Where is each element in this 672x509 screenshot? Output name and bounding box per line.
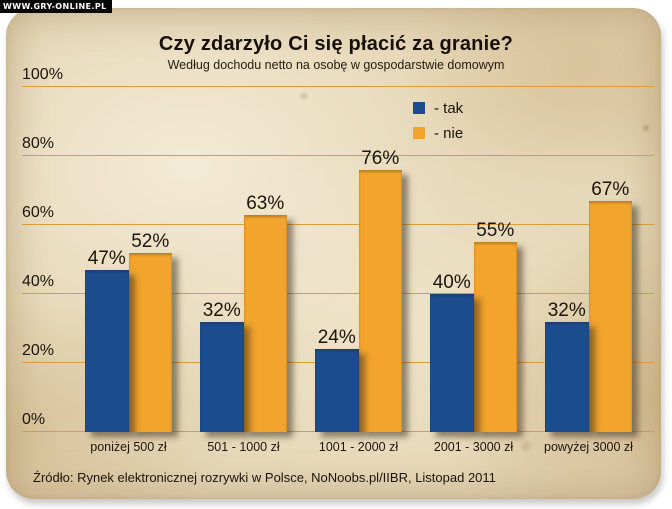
value-label: 47% bbox=[87, 247, 126, 269]
gridline bbox=[22, 155, 654, 156]
bar-group: 32% 67% bbox=[545, 180, 632, 432]
gridline bbox=[22, 224, 654, 225]
x-axis-category-label: 1001 - 2000 zł bbox=[318, 440, 399, 454]
x-axis-category-label: poniżej 500 zł bbox=[90, 440, 167, 454]
y-axis-tick-label: 80% bbox=[22, 135, 55, 152]
value-label: 76% bbox=[361, 147, 400, 169]
value-label: 32% bbox=[547, 299, 586, 321]
legend-label: - nie bbox=[434, 124, 464, 142]
value-label: 52% bbox=[131, 230, 170, 252]
plot-area: 0% 20% 40% 60% 80% 100% 47% 52% poniżej 500 zł 32… bbox=[22, 67, 654, 454]
gridline bbox=[22, 86, 654, 87]
bar-tak: 32% bbox=[200, 301, 244, 432]
x-axis-category-label: 501 - 1000 zł bbox=[207, 440, 280, 454]
legend-item: - tak bbox=[413, 99, 463, 117]
bar-group: 24% 76% bbox=[315, 149, 402, 432]
bar-tak: 32% bbox=[545, 301, 589, 432]
legend-item: - nie bbox=[413, 124, 463, 142]
value-label: 67% bbox=[591, 178, 630, 200]
gridline bbox=[22, 293, 654, 294]
y-axis-tick-label: 0% bbox=[22, 411, 46, 428]
legend: - tak - nie bbox=[413, 99, 463, 149]
y-axis-tick-label: 40% bbox=[22, 273, 55, 290]
y-axis-tick-label: 20% bbox=[22, 342, 55, 359]
watermark: WWW.GRY-ONLINE.PL bbox=[0, 0, 112, 13]
bar-group: 47% 52% bbox=[85, 232, 172, 432]
x-axis-category-label: 2001 - 3000 zł bbox=[433, 440, 514, 454]
value-label: 63% bbox=[246, 192, 285, 214]
bar-nie: 55% bbox=[473, 221, 517, 432]
bar-group: 40% 55% bbox=[430, 221, 517, 432]
value-label: 40% bbox=[432, 272, 471, 293]
bar-nie: 67% bbox=[588, 180, 632, 432]
bar-tak: 47% bbox=[85, 249, 129, 432]
value-label: 24% bbox=[317, 327, 356, 349]
chart-subtitle: Według dochodu netto na osobę w gospodar… bbox=[167, 58, 505, 72]
y-axis-tick-label: 60% bbox=[22, 204, 55, 221]
bar-nie: 76% bbox=[358, 149, 402, 432]
chart-title: Czy zdarzyło Ci się płacić za granie? bbox=[158, 33, 514, 55]
x-axis-category-label: powyżej 3000 zł bbox=[544, 440, 633, 454]
value-label: 55% bbox=[476, 220, 515, 242]
bar-nie: 52% bbox=[128, 232, 172, 432]
source-note: Źródło: Rynek elektronicznej rozrywki w … bbox=[33, 470, 496, 485]
bar-tak: 24% bbox=[315, 328, 359, 432]
legend-label: - tak bbox=[434, 99, 464, 117]
value-label: 32% bbox=[202, 299, 241, 321]
bar-group: 32% 63% bbox=[200, 194, 287, 432]
bar-tak: 40% bbox=[430, 273, 474, 432]
legend-swatch bbox=[413, 102, 425, 114]
bar-nie: 63% bbox=[243, 194, 287, 432]
legend-swatch bbox=[413, 127, 425, 139]
y-axis-tick-label: 100% bbox=[22, 66, 63, 83]
